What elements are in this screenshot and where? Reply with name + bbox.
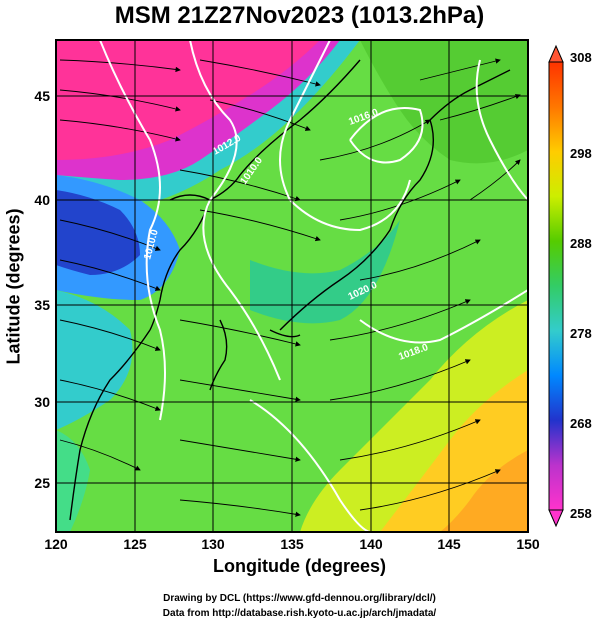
y-tick-label: 45: [34, 88, 50, 104]
x-tick-label: 125: [123, 536, 147, 552]
colorbar-tick-label: 288: [570, 236, 592, 251]
y-tick-label: 25: [34, 475, 50, 491]
y-tick-label: 35: [34, 297, 50, 313]
wind-streamlines: [59, 58, 521, 517]
credit-drawing: Drawing by DCL (https://www.gfd-dennou.o…: [163, 593, 436, 604]
x-tick-label: 130: [201, 536, 225, 552]
colorbar-gradient: [548, 61, 564, 511]
y-tick-label: 30: [34, 394, 50, 410]
map-title: MSM 21Z27Nov2023 (1013.2hPa): [114, 2, 485, 29]
y-tick-labels: 25 30 35 40 45: [34, 88, 50, 491]
x-tick-label: 150: [516, 536, 540, 552]
credit-data: Data from http://database.rish.kyoto-u.a…: [162, 608, 437, 619]
x-tick-label: 135: [280, 536, 304, 552]
colorbar-top-arrow: [548, 44, 564, 63]
colorbar-tick-label: 268: [570, 416, 592, 431]
x-tick-label: 145: [437, 536, 461, 552]
colorbar-tick-label: 258: [570, 506, 592, 521]
coastlines: [69, 59, 511, 521]
x-tick-label: 120: [44, 536, 68, 552]
colorbar-tick-label: 298: [570, 146, 592, 161]
y-axis-title: Latitude (degrees): [3, 208, 24, 365]
colorbar-tick-label: 308: [570, 50, 592, 65]
plot-frame: [55, 39, 529, 533]
x-tick-labels: 120 125 130 135 140 145 150: [44, 536, 540, 552]
colorbar-bottom-arrow: [548, 509, 564, 528]
colorbar-tick-label: 278: [570, 326, 592, 341]
x-tick-label: 140: [359, 536, 383, 552]
x-axis-title: Longitude (degrees): [212, 556, 386, 576]
colorbar: 258 268 278 288 298 308: [548, 44, 592, 528]
y-tick-label: 40: [34, 192, 50, 208]
lat-lon-grid: [56, 40, 528, 532]
